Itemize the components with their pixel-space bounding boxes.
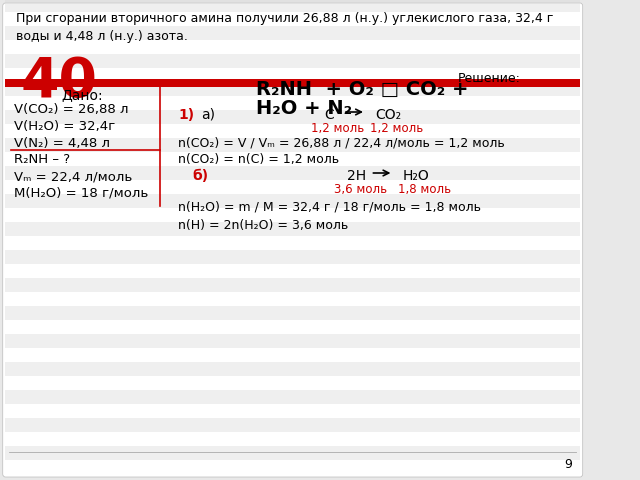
Bar (6, 222, 580, 236)
Bar (6, 79, 580, 87)
Bar (6, 390, 580, 404)
Bar (6, 110, 580, 124)
Bar (6, 82, 580, 96)
Text: Решение:: Решение: (458, 72, 520, 85)
Text: 1,8 моль: 1,8 моль (398, 183, 451, 196)
Bar (6, 0, 580, 12)
Text: H₂O + N₂: H₂O + N₂ (256, 99, 352, 118)
Bar (6, 54, 580, 68)
Bar (6, 278, 580, 292)
Text: б): б) (192, 169, 208, 183)
Text: 40: 40 (20, 55, 97, 109)
Text: 1,2 моль: 1,2 моль (311, 122, 364, 135)
Text: V(H₂O) = 32,4г: V(H₂O) = 32,4г (13, 120, 115, 133)
Text: 2H: 2H (347, 169, 366, 183)
Bar (6, 138, 580, 152)
Text: а): а) (201, 108, 215, 122)
Text: n(CO₂) = n(C) = 1,2 моль: n(CO₂) = n(C) = 1,2 моль (179, 153, 339, 166)
Text: n(H₂O) = m / M = 32,4 г / 18 г/моль = 1,8 моль: n(H₂O) = m / M = 32,4 г / 18 г/моль = 1,… (179, 201, 481, 214)
Text: 1,2 моль: 1,2 моль (371, 122, 424, 135)
Bar (6, 418, 580, 432)
Text: R₂NH – ?: R₂NH – ? (13, 153, 70, 166)
Text: C: C (324, 108, 334, 122)
Text: M(H₂O) = 18 г/моль: M(H₂O) = 18 г/моль (13, 187, 148, 200)
Bar (6, 250, 580, 264)
Bar (6, 362, 580, 376)
Text: 1): 1) (179, 108, 195, 122)
Bar (6, 194, 580, 208)
Text: Дано:: Дано: (61, 88, 103, 102)
Bar (6, 306, 580, 320)
Text: R₂NH  + O₂ □ CO₂ +: R₂NH + O₂ □ CO₂ + (256, 80, 468, 99)
Text: V(CO₂) = 26,88 л: V(CO₂) = 26,88 л (13, 103, 128, 116)
Text: V(N₂) = 4,48 л: V(N₂) = 4,48 л (13, 137, 109, 150)
Text: n(CO₂) = V / Vₘ = 26,88 л / 22,4 л/моль = 1,2 моль: n(CO₂) = V / Vₘ = 26,88 л / 22,4 л/моль … (179, 136, 505, 149)
Text: CO₂: CO₂ (376, 108, 402, 122)
Bar (6, 446, 580, 460)
Bar (6, 26, 580, 40)
FancyBboxPatch shape (3, 3, 582, 477)
Text: Vₘ = 22,4 л/моль: Vₘ = 22,4 л/моль (13, 170, 132, 183)
Text: При сгорании вторичного амина получили 26,88 л (н.у.) углекислого газа, 32,4 г
в: При сгорании вторичного амина получили 2… (15, 12, 553, 43)
Bar (6, 334, 580, 348)
Text: 3,6 моль: 3,6 моль (334, 183, 387, 196)
Text: n(H) = 2n(H₂O) = 3,6 моль: n(H) = 2n(H₂O) = 3,6 моль (179, 219, 349, 232)
Text: 9: 9 (564, 458, 572, 471)
Text: H₂O: H₂O (403, 169, 429, 183)
Bar (6, 166, 580, 180)
